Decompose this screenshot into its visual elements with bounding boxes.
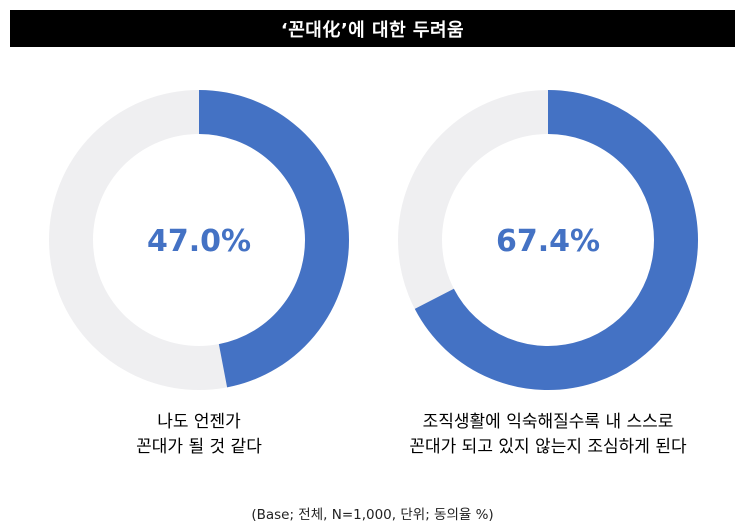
donut-1-center-label: 47.0% xyxy=(147,224,251,259)
donut-chart-1: 47.0% xyxy=(49,90,349,390)
chart-title-bar: ‘꼰대化’에 대한 두려움 xyxy=(10,10,735,47)
donut-1-caption-line-1: 나도 언젠가 xyxy=(157,412,241,432)
donut-2-value-arc xyxy=(414,90,698,390)
donut-chart-2: 67.4% xyxy=(398,90,698,390)
donut-2-caption-line-1: 조직생활에 익숙해질수록 내 스스로 xyxy=(422,412,674,432)
donut-2-center-label: 67.4% xyxy=(496,224,600,259)
chart-title: ‘꼰대化’에 대한 두려움 xyxy=(280,19,465,41)
donut-1-value-arc xyxy=(198,90,349,388)
donut-1-caption-line-2: 꼰대가 될 것 같다 xyxy=(136,437,262,457)
donut-1-caption: 나도 언젠가 꼰대가 될 것 같다 xyxy=(74,410,324,460)
donut-2-caption-line-2: 꼰대가 되고 있지 않는지 조심하게 된다 xyxy=(409,437,687,457)
donut-2-caption: 조직생활에 익숙해질수록 내 스스로 꼰대가 되고 있지 않는지 조심하게 된다 xyxy=(378,410,718,460)
footnote: (Base; 전체, N=1,000, 단위; 동의율 %) xyxy=(251,507,494,523)
